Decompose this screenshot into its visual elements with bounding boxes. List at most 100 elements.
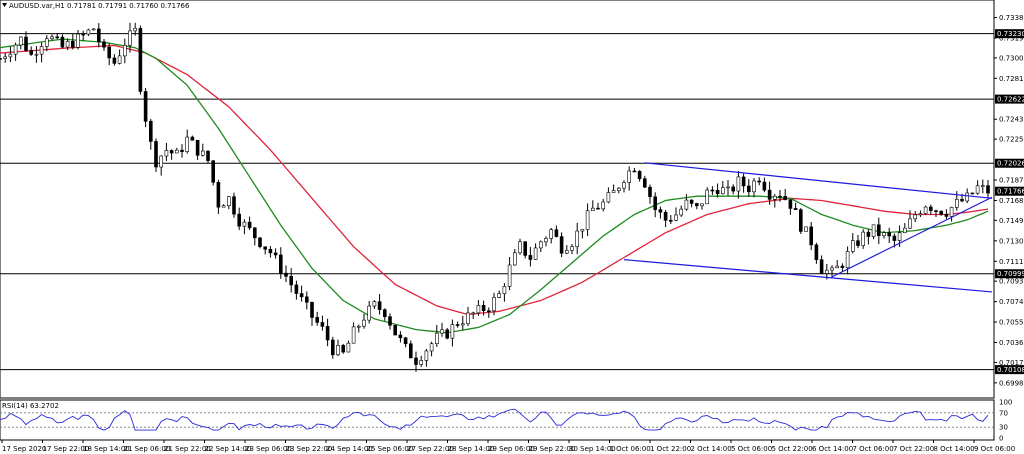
candle-body	[507, 264, 512, 287]
candle-body	[663, 211, 668, 221]
candle-body	[861, 231, 866, 246]
candle-body	[237, 213, 241, 227]
candle-body	[876, 224, 881, 236]
candle-body	[180, 149, 184, 152]
candle-body	[107, 46, 111, 59]
candle-body	[117, 55, 122, 64]
candle-body	[304, 296, 309, 303]
candle-body	[315, 317, 320, 323]
candle-body	[606, 192, 611, 203]
candle-body	[65, 40, 70, 48]
trendline-channel-upper[interactable]	[644, 162, 993, 199]
candle-body	[939, 210, 944, 215]
candle-body	[39, 46, 44, 55]
candle-body	[55, 36, 60, 39]
candle-body	[731, 186, 736, 192]
symbol-info-text: AUDUSD.var,H1 0.71781 0.71791 0.71760 0.…	[9, 2, 190, 10]
price-level-label: 0.72026	[997, 160, 1024, 168]
price-level-label: 0.70999	[997, 270, 1024, 278]
candle-body	[471, 312, 476, 315]
candle-body	[71, 40, 75, 48]
candle-body	[247, 221, 252, 229]
rsi-scale-label: 100	[999, 399, 1012, 407]
rsi-panel-frame	[0, 399, 995, 441]
price-level-label: 0.73230	[997, 30, 1024, 38]
time-tick-label: 22 Sep 14:00	[205, 445, 252, 453]
candle-body	[424, 350, 429, 361]
candle-body	[793, 208, 798, 210]
candle-body	[518, 241, 522, 254]
candle-body	[585, 210, 590, 230]
time-tick-label: 29 Sep 06:00	[488, 445, 535, 453]
candle-body	[809, 226, 814, 246]
candle-body	[60, 36, 65, 48]
candle-body	[128, 30, 132, 46]
trendline-channel-lower[interactable]	[623, 259, 993, 293]
candle-body	[601, 201, 606, 210]
candle-body	[559, 236, 564, 254]
time-tick-label: 17 Sep 2020	[2, 445, 46, 453]
time-tick-label: 21 Sep 06:00	[124, 445, 171, 453]
price-level-badge	[995, 29, 1024, 39]
candle-body	[590, 207, 595, 212]
candle-body	[330, 339, 335, 356]
candle-body	[674, 214, 678, 221]
time-tick-label: 2 Oct 14:00	[691, 445, 732, 453]
candle-body	[741, 176, 746, 187]
candle-body	[476, 305, 481, 314]
candle-body	[403, 337, 408, 345]
candle-body	[648, 186, 652, 198]
candle-body	[408, 343, 413, 359]
candle-body	[986, 185, 990, 194]
candle-body	[50, 36, 54, 40]
candle-body	[788, 199, 793, 209]
triangle-down-icon[interactable]	[2, 3, 7, 7]
candle-body	[538, 241, 543, 249]
candle-body	[892, 235, 897, 241]
candle-body	[289, 276, 294, 286]
time-tick-label: 30 Sep 14:00	[569, 445, 616, 453]
candle-body	[627, 170, 632, 183]
trendline-support-rising[interactable]	[831, 196, 993, 278]
candle-body	[830, 267, 834, 271]
price-level-badge	[995, 269, 1024, 279]
trendlines	[623, 162, 993, 293]
candle-body	[856, 240, 860, 246]
candle-body	[804, 226, 808, 232]
candle-body	[715, 189, 720, 195]
candle-body	[752, 180, 756, 193]
candle-body	[611, 190, 616, 193]
candle-body	[700, 203, 704, 207]
candle-body	[980, 185, 985, 187]
candle-body	[221, 205, 226, 208]
candle-body	[310, 301, 314, 318]
candle-body	[253, 227, 257, 239]
candle-body	[211, 160, 215, 183]
candle-body	[8, 53, 13, 58]
candle-body	[346, 342, 351, 353]
candle-body	[845, 251, 850, 268]
candle-body	[642, 178, 647, 188]
candle-body	[34, 53, 39, 56]
time-tick-label: 27 Sep 22:00	[407, 445, 454, 453]
candle-body	[720, 187, 725, 195]
candle-body	[736, 176, 741, 192]
candle-body	[918, 213, 923, 216]
candle-body	[299, 293, 304, 298]
candle-body	[835, 265, 840, 269]
candle-body	[24, 36, 28, 51]
candle-body	[658, 209, 663, 213]
symbol-header[interactable]: AUDUSD.var,H1 0.71781 0.71791 0.71760 0.…	[2, 2, 190, 10]
candle-body	[382, 309, 387, 317]
candle-body	[512, 252, 517, 266]
candle-body	[549, 229, 554, 239]
candle-body	[887, 232, 892, 237]
candle-body	[227, 196, 231, 206]
candle-body	[694, 203, 699, 207]
candle-body	[206, 150, 210, 162]
